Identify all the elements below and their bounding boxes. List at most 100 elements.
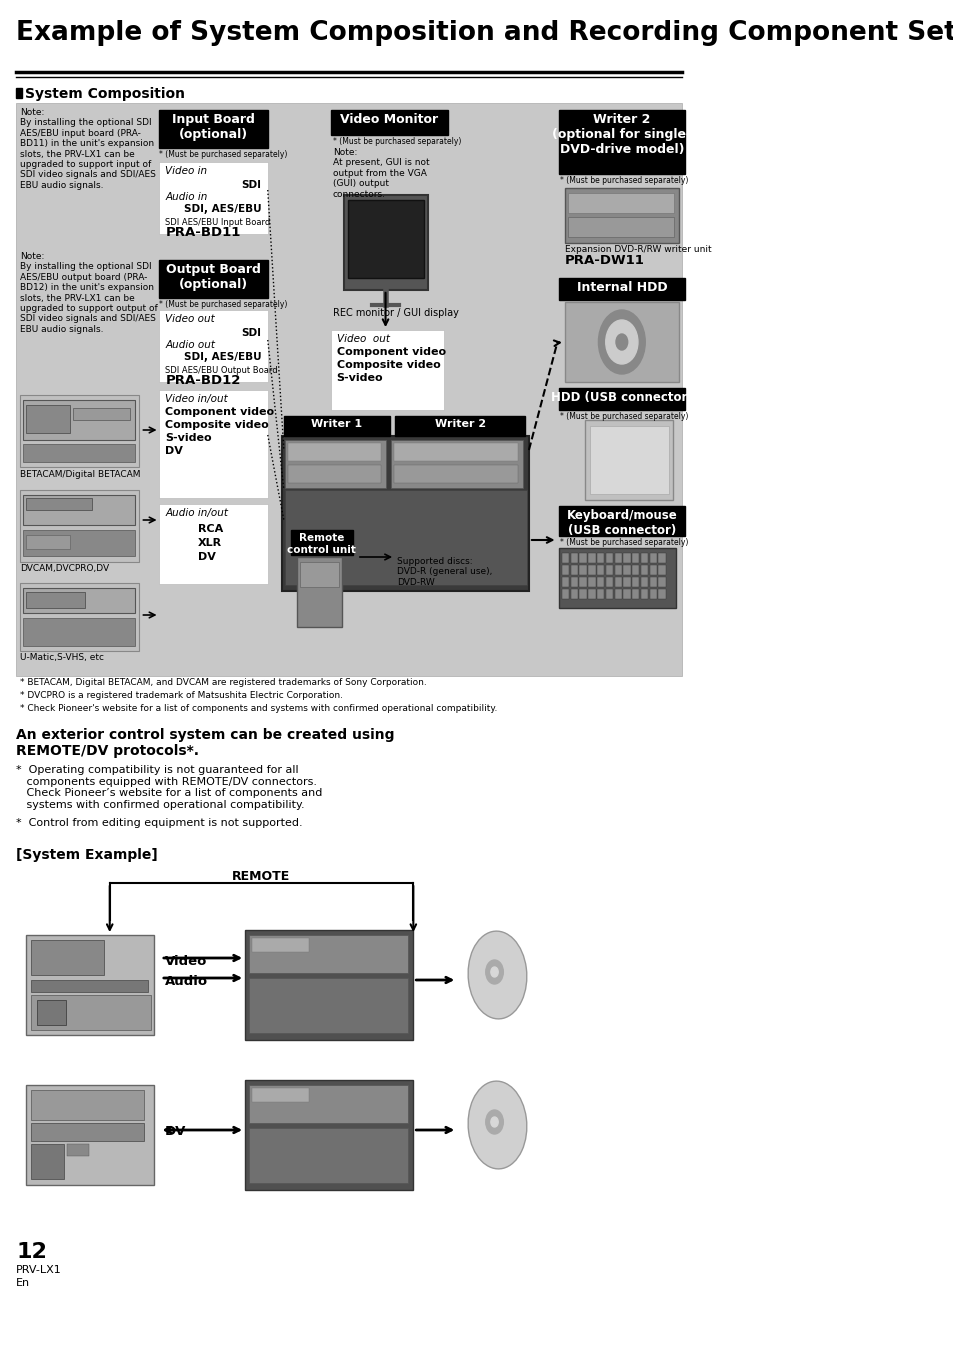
Circle shape xyxy=(491,967,497,977)
Bar xyxy=(614,589,621,599)
Text: Example of System Composition and Recording Component Setup: Example of System Composition and Record… xyxy=(16,20,953,46)
Text: Writer 1: Writer 1 xyxy=(311,419,362,429)
Bar xyxy=(30,940,104,975)
Bar xyxy=(159,162,268,235)
Text: Supported discs:
DVD-R (general use),
DVD-RW: Supported discs: DVD-R (general use), DV… xyxy=(396,557,492,586)
Bar xyxy=(567,217,673,237)
Bar xyxy=(73,408,130,421)
Text: * (Must be purchased separately): * (Must be purchased separately) xyxy=(333,137,460,146)
Bar xyxy=(26,1085,153,1185)
Text: * (Must be purchased separately): * (Must be purchased separately) xyxy=(559,412,688,421)
Text: Audio in: Audio in xyxy=(165,191,208,202)
Bar xyxy=(561,577,569,586)
Bar xyxy=(605,589,613,599)
Bar xyxy=(343,195,428,290)
Bar xyxy=(285,491,526,585)
Bar xyxy=(296,557,342,627)
Text: SDI, AES/EBU: SDI, AES/EBU xyxy=(183,352,261,363)
Ellipse shape xyxy=(468,931,526,1019)
Bar xyxy=(588,565,595,576)
Text: Audio: Audio xyxy=(165,975,208,988)
Text: Writer 2: Writer 2 xyxy=(435,419,485,429)
Bar xyxy=(597,589,603,599)
Text: * DVCPRO is a registered trademark of Matsushita Electric Corporation.: * DVCPRO is a registered trademark of Ma… xyxy=(20,692,342,700)
Bar xyxy=(24,443,134,462)
Bar xyxy=(249,1128,408,1184)
Bar xyxy=(640,589,647,599)
Text: DV: DV xyxy=(197,551,215,562)
Bar xyxy=(632,553,639,563)
Text: * BETACAM, Digital BETACAM, and DVCAM are registered trademarks of Sony Corporat: * BETACAM, Digital BETACAM, and DVCAM ar… xyxy=(20,678,426,687)
Bar xyxy=(558,278,684,301)
Bar xyxy=(605,553,613,563)
Text: SDI AES/EBU Output Board: SDI AES/EBU Output Board xyxy=(165,367,277,375)
Bar xyxy=(558,549,676,608)
Bar xyxy=(597,565,603,576)
Bar xyxy=(589,426,668,493)
Bar xyxy=(30,995,152,1030)
Bar xyxy=(649,589,657,599)
Circle shape xyxy=(485,1109,503,1134)
Text: Composite video: Composite video xyxy=(165,421,269,430)
Text: Audio in/out: Audio in/out xyxy=(165,508,228,518)
Bar xyxy=(570,565,578,576)
Bar xyxy=(570,553,578,563)
Bar xyxy=(252,938,309,952)
Bar xyxy=(249,936,408,973)
Text: Output Board
(optional): Output Board (optional) xyxy=(166,263,261,291)
Text: [System Example]: [System Example] xyxy=(16,848,157,861)
Text: Composite video: Composite video xyxy=(336,360,440,369)
Bar xyxy=(578,589,586,599)
Bar xyxy=(394,465,517,483)
Bar xyxy=(24,495,134,524)
Bar xyxy=(16,102,681,675)
Bar xyxy=(159,504,268,584)
Bar xyxy=(588,577,595,586)
Text: REMOTE: REMOTE xyxy=(232,869,290,883)
Text: DV: DV xyxy=(165,446,183,456)
Text: *  Operating compatibility is not guaranteed for all
   components equipped with: * Operating compatibility is not guarant… xyxy=(16,766,322,810)
Text: Input Board
(optional): Input Board (optional) xyxy=(172,113,254,142)
Bar xyxy=(252,1088,309,1103)
Bar xyxy=(561,553,569,563)
Bar xyxy=(348,200,423,278)
Bar xyxy=(26,936,153,1035)
Bar xyxy=(588,589,595,599)
Bar xyxy=(299,562,339,586)
Bar xyxy=(391,439,522,488)
Bar xyxy=(614,577,621,586)
Bar xyxy=(588,553,595,563)
Bar xyxy=(658,589,665,599)
Text: System Composition: System Composition xyxy=(25,88,185,101)
Text: * (Must be purchased separately): * (Must be purchased separately) xyxy=(559,177,688,185)
Bar xyxy=(597,553,603,563)
Text: PRV-LX1: PRV-LX1 xyxy=(16,1264,62,1275)
Bar xyxy=(30,980,148,992)
Bar xyxy=(640,565,647,576)
Bar xyxy=(30,1144,64,1180)
Bar xyxy=(24,400,134,439)
Bar xyxy=(281,435,528,590)
Text: Video  out: Video out xyxy=(336,334,389,344)
Text: Component video: Component video xyxy=(336,346,445,357)
Text: RCA: RCA xyxy=(197,524,223,534)
Text: Note:
At present, GUI is not
output from the VGA
(GUI) output
connectors.: Note: At present, GUI is not output from… xyxy=(333,148,429,198)
Bar xyxy=(564,302,679,381)
Bar xyxy=(578,577,586,586)
Text: Video: Video xyxy=(165,954,207,968)
Bar xyxy=(331,330,443,410)
Bar xyxy=(24,530,134,555)
Bar xyxy=(68,1144,90,1157)
Bar xyxy=(558,111,684,174)
Text: S-video: S-video xyxy=(336,373,383,383)
Bar xyxy=(564,187,679,243)
Bar xyxy=(394,443,517,461)
Text: SDI AES/EBU Input Board: SDI AES/EBU Input Board xyxy=(165,218,271,226)
Bar xyxy=(159,260,268,298)
Text: En: En xyxy=(16,1278,30,1287)
Bar xyxy=(605,565,613,576)
Bar xyxy=(649,577,657,586)
Text: U-Matic,S-VHS, etc: U-Matic,S-VHS, etc xyxy=(20,652,104,662)
Text: Component video: Component video xyxy=(165,407,274,417)
Text: Note:
By installing the optional SDI
AES/EBU output board (PRA-
BD12) in the uni: Note: By installing the optional SDI AES… xyxy=(20,252,157,334)
